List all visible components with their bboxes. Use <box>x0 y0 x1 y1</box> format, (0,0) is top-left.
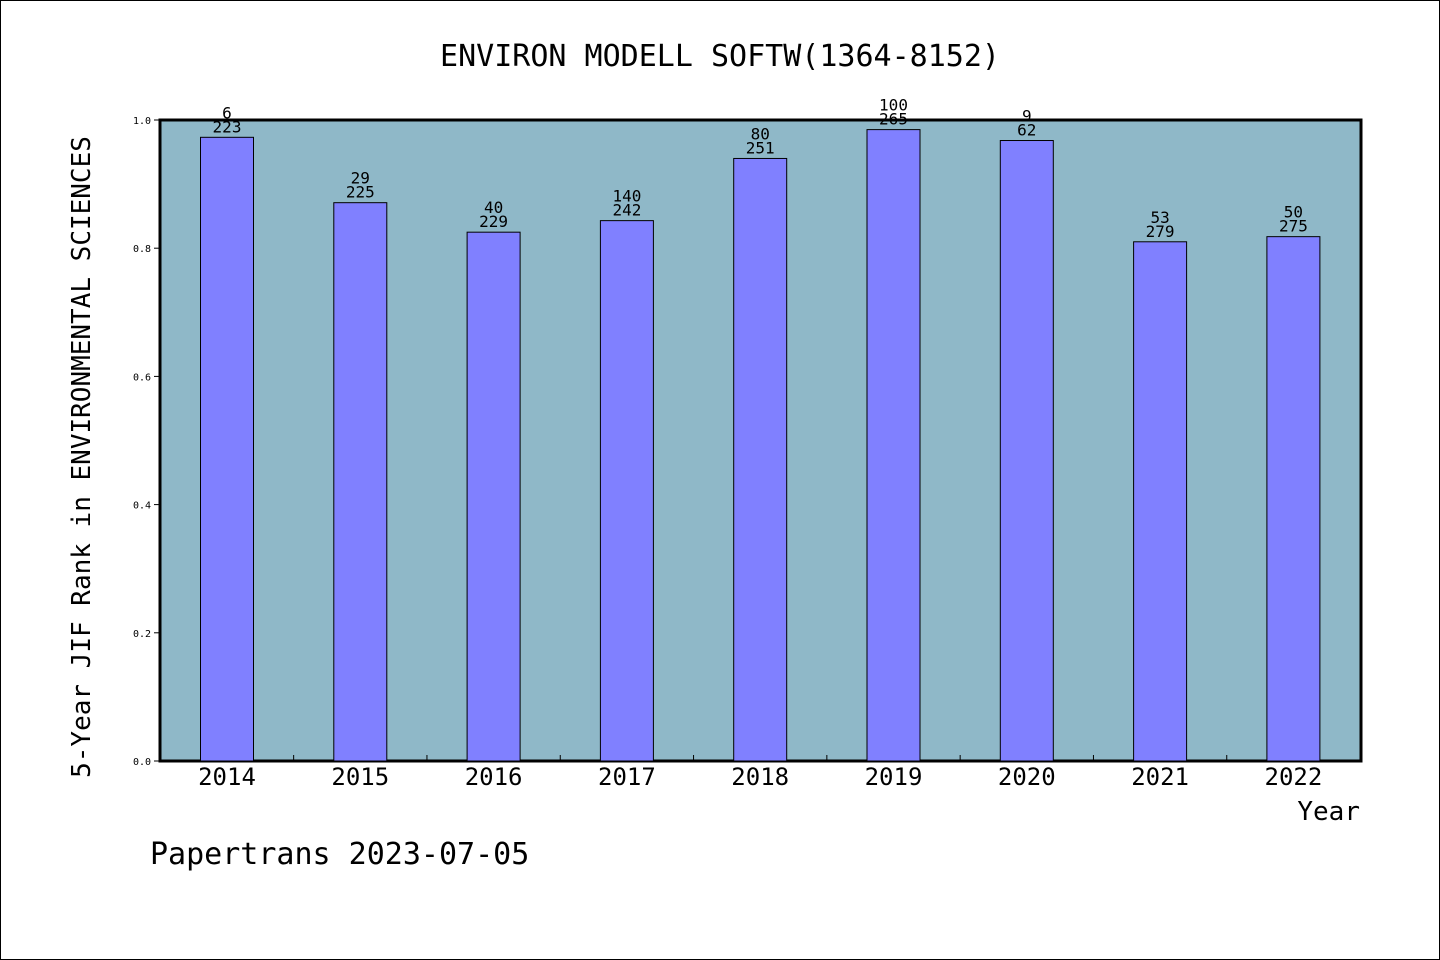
y-tick-label: 0.2 <box>133 629 151 640</box>
bar-total-label: 275 <box>1279 217 1308 236</box>
bar-total-label: 229 <box>479 212 508 231</box>
bar-2017 <box>599 220 654 762</box>
bar-total-label: 223 <box>213 117 242 136</box>
bar-total-label: 242 <box>612 201 641 220</box>
x-tick-label: 2014 <box>198 763 256 791</box>
y-tick-label: 0.4 <box>133 501 151 512</box>
bar-total-label: 62 <box>1017 121 1036 140</box>
bar-rank-label: 6 <box>222 103 232 122</box>
bar-total-label: 279 <box>1146 222 1175 241</box>
x-tick-label: 2015 <box>331 763 389 791</box>
x-tick-label: 2020 <box>998 763 1056 791</box>
y-tick-label: 0.8 <box>133 244 151 255</box>
bar-rank-label: 50 <box>1284 203 1303 222</box>
chart-title: ENVIRON MODELL SOFTW(1364-8152) <box>440 39 1000 74</box>
x-tick-label: 2016 <box>465 763 523 791</box>
bar-2019 <box>866 129 921 762</box>
bar-2020 <box>999 140 1054 762</box>
bar-rank-label: 29 <box>351 169 370 188</box>
bar-rank-label: 40 <box>484 198 503 217</box>
x-tick-label: 2019 <box>865 763 923 791</box>
bar-total-label: 265 <box>879 110 908 129</box>
y-axis: 0.0 0.2 0.4 0.6 0.8 1.0 <box>133 116 160 768</box>
x-tick-label: 2017 <box>598 763 656 791</box>
x-axis: 2014 2015 2016 2017 2018 2019 2020 2021 2022 <box>198 755 1322 791</box>
bar-2022 <box>1266 236 1321 762</box>
x-tick-label: 2022 <box>1265 763 1323 791</box>
y-axis-label: 5-Year JIF Rank in ENVIRONMENTAL SCIENCE… <box>67 136 97 778</box>
bar-rank-label: 140 <box>612 187 641 206</box>
bar-2014 <box>200 136 254 762</box>
y-tick-label: 1.0 <box>133 116 151 127</box>
x-tick-label: 2018 <box>731 763 789 791</box>
footer-text: Papertrans 2023-07-05 <box>150 837 529 872</box>
bar-rank-label: 9 <box>1022 107 1032 126</box>
bar-rank-label: 53 <box>1150 208 1169 227</box>
bar-rank-label: 100 <box>879 96 908 115</box>
y-tick-label: 0.0 <box>133 757 151 768</box>
bar-2015 <box>333 202 388 762</box>
x-axis-label: Year <box>1297 797 1360 827</box>
bar-2021 <box>1133 241 1188 762</box>
bar-rank-label: 80 <box>751 124 770 143</box>
y-tick-label: 0.6 <box>133 372 151 383</box>
bar-2018 <box>733 157 788 762</box>
bar-total-label: 225 <box>346 183 375 202</box>
bar-total-label: 251 <box>746 138 775 157</box>
x-tick-label: 2021 <box>1131 763 1189 791</box>
bar-2016 <box>466 231 521 762</box>
